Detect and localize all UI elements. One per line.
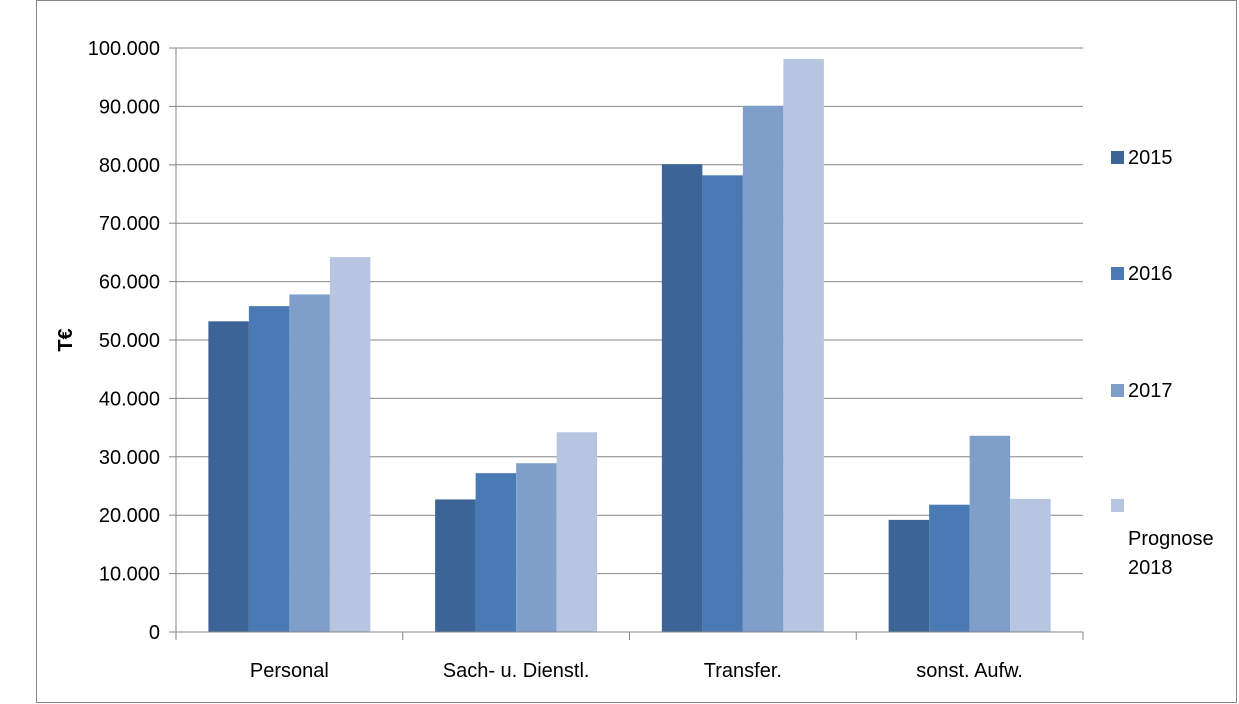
legend-swatch xyxy=(1111,384,1124,397)
bar-2016-3 xyxy=(702,175,743,632)
y-tick-label: 40.000 xyxy=(99,388,160,410)
bar-2017-2 xyxy=(516,463,557,632)
legend: 2015 2016 2017 Prognose 2018 xyxy=(1111,147,1214,579)
bar-prognose-2018-1 xyxy=(329,257,371,632)
bar-2016-4 xyxy=(929,504,970,632)
y-axis-label: T€ xyxy=(55,328,77,351)
x-tick-labels: Personal Sach- u. Dienstl. Transfer. sonst.… xyxy=(250,660,1023,682)
bar-prognose-2018-2 xyxy=(556,432,598,632)
y-tick-label: 100.000 xyxy=(88,38,160,60)
bar-2016-1 xyxy=(248,306,290,632)
legend-label: 2015 xyxy=(1128,147,1173,169)
y-tick-label: 90.000 xyxy=(99,96,160,118)
y-tick-label: 0 xyxy=(149,622,160,644)
x-tick-label: Transfer. xyxy=(704,660,782,682)
x-tick-label: Personal xyxy=(250,660,329,682)
legend-swatch xyxy=(1111,267,1124,280)
axes xyxy=(175,48,1084,640)
bar-2017-1 xyxy=(289,294,330,632)
y-tick-label: 60.000 xyxy=(99,272,160,294)
bars xyxy=(208,59,1051,633)
y-tick-label: 70.000 xyxy=(99,213,160,235)
legend-swatch xyxy=(1111,499,1124,512)
bar-2017-3 xyxy=(742,105,784,633)
y-tick-label: 80.000 xyxy=(99,155,160,177)
bar-2015-4 xyxy=(888,519,930,632)
bar-2016-2 xyxy=(475,473,517,632)
legend-label: 2017 xyxy=(1128,380,1173,402)
y-tick-label: 50.000 xyxy=(99,330,160,352)
x-tick-label: Sach- u. Dienstl. xyxy=(443,660,590,682)
bar-2015-1 xyxy=(208,321,249,632)
y-tick-label: 30.000 xyxy=(99,447,160,469)
legend-label: 2016 xyxy=(1128,263,1173,285)
bar-2015-2 xyxy=(435,499,476,632)
bar-prognose-2018-4 xyxy=(1010,498,1051,632)
legend-swatch xyxy=(1111,151,1124,164)
legend-label: Prognose 2018 xyxy=(1128,528,1214,579)
bar-2015-3 xyxy=(661,164,703,632)
y-tick-labels: 0 10.000 20.000 30.000 40.000 50.000 60.000 70.… xyxy=(88,38,160,644)
x-tick-label: sonst. Aufw. xyxy=(916,660,1023,682)
bar-2017-4 xyxy=(969,435,1011,632)
y-tick-label: 10.000 xyxy=(99,564,160,586)
y-tick-label: 20.000 xyxy=(99,505,160,527)
bar-prognose-2018-3 xyxy=(783,59,824,632)
